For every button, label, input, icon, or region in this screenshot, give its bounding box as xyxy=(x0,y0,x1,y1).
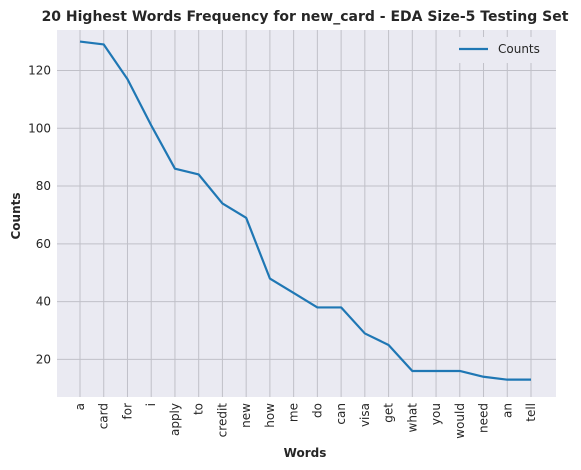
x-tick-label: credit xyxy=(215,403,229,438)
x-tick-label: how xyxy=(263,403,277,428)
y-tick-label: 60 xyxy=(36,237,51,251)
x-gridlines xyxy=(79,30,532,397)
series-line-counts xyxy=(79,40,531,381)
x-tick-labels: a card for i apply to credit new how me do can visa g… xyxy=(73,403,538,439)
x-tick-label: would xyxy=(453,403,467,439)
y-tick-label: 80 xyxy=(36,179,51,193)
x-tick-label: to xyxy=(192,403,206,415)
legend-box xyxy=(449,37,551,63)
x-tick-label: new xyxy=(239,403,253,428)
chart-title: 20 Highest Words Frequency for new_card … xyxy=(42,9,569,25)
x-tick-label: what xyxy=(405,403,419,433)
x-tick-label: need xyxy=(477,403,491,433)
x-tick-label: can xyxy=(334,403,348,425)
x-tick-label: apply xyxy=(168,403,182,436)
x-tick-label: visa xyxy=(358,403,372,427)
x-tick-label: do xyxy=(310,403,324,418)
y-gridlines xyxy=(57,69,556,360)
x-tick-label: get xyxy=(382,403,396,423)
x-tick-label: you xyxy=(429,403,443,425)
x-tick-label: a xyxy=(73,403,87,410)
x-tick-label: an xyxy=(500,403,514,418)
legend: Counts xyxy=(449,37,551,63)
legend-label-counts: Counts xyxy=(498,42,540,56)
x-tick-label: for xyxy=(120,403,134,420)
y-tick-label: 20 xyxy=(36,352,51,366)
plot-area xyxy=(57,30,556,397)
y-tick-labels: 20 40 60 80 100 120 xyxy=(28,63,51,366)
y-tick-label: 40 xyxy=(36,295,51,309)
x-tick-label: i xyxy=(144,403,158,406)
y-tick-label: 100 xyxy=(28,121,51,135)
y-tick-label: 120 xyxy=(28,63,51,77)
y-axis-label: Counts xyxy=(9,192,23,239)
x-tick-label: card xyxy=(97,403,111,429)
x-axis-label: Words xyxy=(284,446,327,460)
x-tick-label: me xyxy=(287,403,301,422)
x-tick-label: tell xyxy=(524,403,538,422)
